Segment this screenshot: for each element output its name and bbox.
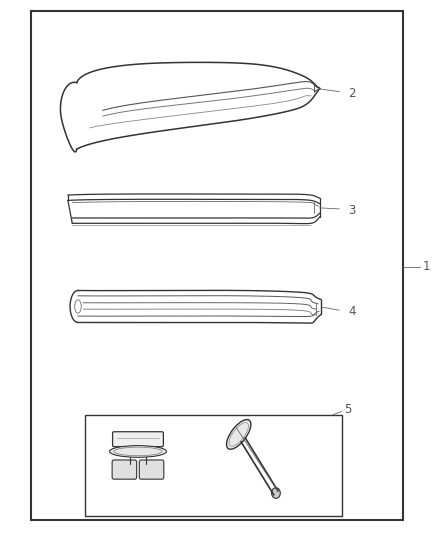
Text: 2: 2 bbox=[348, 87, 356, 100]
FancyBboxPatch shape bbox=[113, 432, 163, 447]
Ellipse shape bbox=[110, 446, 166, 457]
Bar bbox=[31, 11, 403, 520]
Circle shape bbox=[272, 488, 280, 498]
Text: 1: 1 bbox=[423, 260, 430, 273]
Ellipse shape bbox=[226, 419, 251, 449]
FancyBboxPatch shape bbox=[139, 460, 164, 479]
Text: 3: 3 bbox=[348, 204, 356, 217]
FancyBboxPatch shape bbox=[112, 460, 137, 479]
Text: 5: 5 bbox=[344, 403, 351, 416]
Text: 4: 4 bbox=[348, 305, 356, 318]
Bar bbox=[85, 415, 342, 516]
